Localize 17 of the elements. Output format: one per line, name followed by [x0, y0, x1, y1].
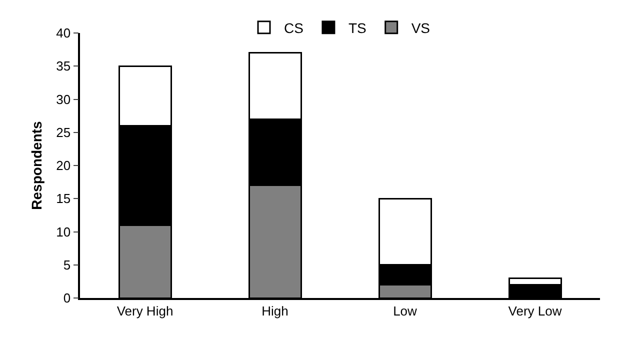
y-tick-label: 15 [56, 191, 71, 206]
y-tick-label: 25 [56, 124, 71, 140]
y-tick-label: 10 [56, 224, 71, 240]
y-tick-label: 0 [63, 290, 71, 306]
y-tick-label: 35 [56, 58, 71, 74]
x-tick-label: High [262, 303, 288, 318]
x-tick-label: Very High [116, 303, 174, 318]
y-tick-label: 5 [63, 257, 71, 272]
legend-label: CS [284, 20, 304, 36]
x-tick-label: Low [393, 303, 418, 318]
y-tick-label: 30 [56, 92, 71, 107]
y-tick-label: 20 [56, 158, 71, 174]
y-axis-title: Respondents [28, 120, 44, 210]
legend-label: TS [348, 20, 366, 36]
x-tick-label: Very Low [508, 303, 562, 318]
legend-label: VS [411, 20, 430, 36]
y-tick-label: 40 [56, 26, 71, 41]
